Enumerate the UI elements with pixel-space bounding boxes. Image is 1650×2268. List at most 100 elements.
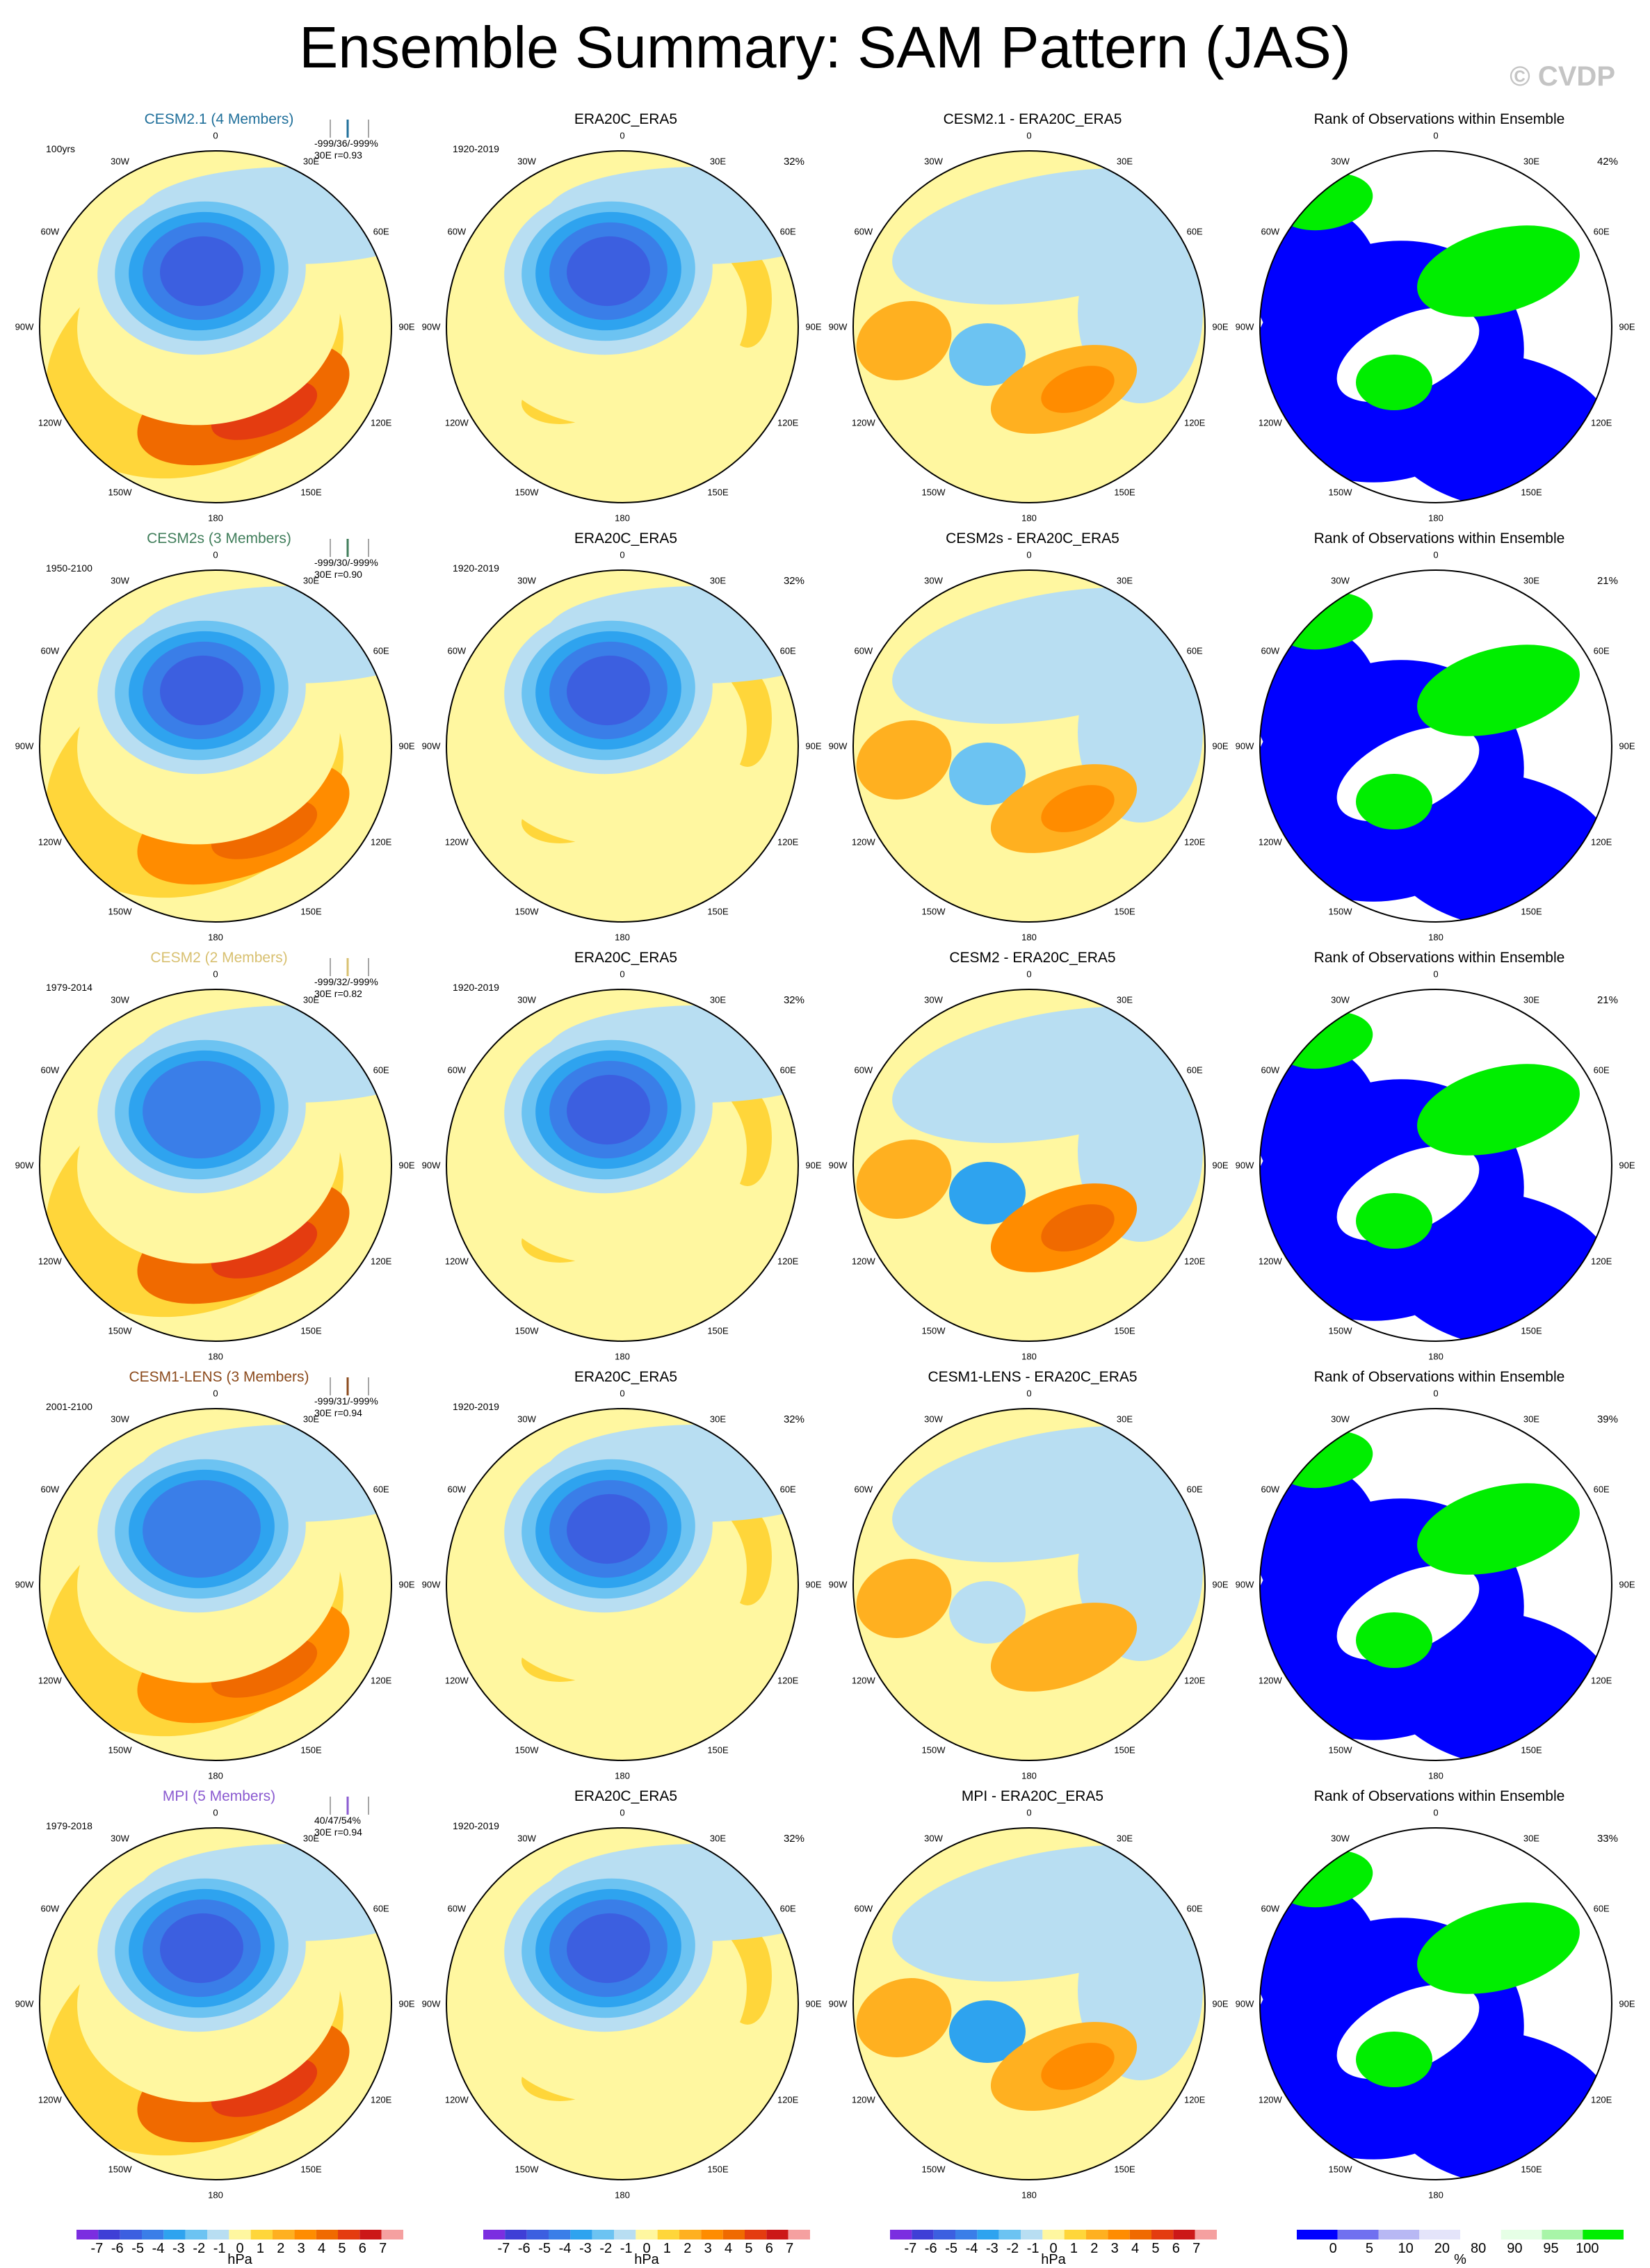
map-border	[852, 569, 1206, 923]
longitude-label: 60W	[447, 1903, 467, 1913]
longitude-label: 120W	[851, 1675, 875, 1685]
longitude-label: 120E	[1590, 2094, 1612, 2105]
longitude-label: 60E	[1593, 645, 1610, 656]
colorbar-tick: -6	[924, 2241, 937, 2256]
longitude-label: 90W	[15, 321, 34, 332]
longitude-label: 30E	[709, 994, 727, 1005]
longitude-label: 150W	[515, 487, 539, 498]
longitude-label: 60W	[854, 1064, 873, 1075]
colorbar-tick: -7	[497, 2241, 510, 2256]
percent-label: 33%	[1596, 1833, 1618, 1845]
polar-map	[39, 989, 392, 1342]
colorbar-swatch	[977, 2230, 999, 2239]
longitude-label: 0	[620, 130, 625, 141]
rank-region-low	[1260, 1466, 1380, 1619]
longitude-label: 90W	[15, 1160, 34, 1171]
map-field	[1260, 570, 1612, 922]
colorbar-tick: 3	[297, 2241, 305, 2256]
longitude-label: 60W	[40, 645, 60, 656]
longitude-label: 30E	[1116, 994, 1133, 1005]
anomaly-positive	[1041, 1623, 1115, 1671]
longitude-label: 120E	[777, 836, 799, 847]
stats-percentiles: -999/32/-999%	[314, 976, 378, 987]
map-border	[39, 1827, 392, 2180]
map-border	[446, 150, 799, 503]
panel-title: ERA20C_ERA5	[574, 1369, 678, 1385]
map-panel: 0 30E 60E 90E 120E 150E 180 150W 120W 90W 60W 30W MP…	[827, 1788, 1238, 2205]
longitude-label: 150E	[707, 1325, 729, 1336]
longitude-label: 120E	[1590, 1256, 1612, 1266]
longitude-label: 120E	[370, 836, 392, 847]
period-label: 1920-2019	[453, 562, 499, 574]
stats-label: -999/32/-999% 30E r=0.82	[314, 976, 378, 1000]
map-panel: 0 30E 60E 90E 120E 150E 180 150W 120W 90W 60W 30W MP…	[14, 1788, 424, 2205]
longitude-label: 150E	[1521, 906, 1542, 917]
longitude-label: 180	[208, 512, 223, 524]
longitude-label: 150E	[707, 906, 729, 917]
colorbar-swatch	[1021, 2230, 1043, 2239]
colorbar-swatch	[526, 2230, 549, 2239]
polar-map	[1259, 1827, 1612, 2180]
panel-title: CESM2.1 (4 Members)	[144, 111, 294, 127]
panel-title: CESM1-LENS - ERA20C_ERA5	[928, 1369, 1138, 1385]
longitude-label: 120E	[777, 2094, 799, 2105]
longitude-label: 150W	[108, 1744, 132, 1756]
polar-map	[1259, 989, 1612, 1342]
longitude-label: 150W	[921, 487, 946, 498]
longitude-label: 0	[620, 549, 625, 560]
polar-map	[446, 989, 799, 1342]
longitude-label: 30E	[302, 156, 320, 167]
map-panel: 0 30E 60E 90E 120E 150E 180 150W 120W 90W 60W 30W Ra…	[1234, 111, 1644, 528]
colorbar-swatch	[207, 2230, 229, 2239]
percentile-bars	[330, 120, 369, 138]
longitude-label: 30W	[111, 1414, 129, 1425]
longitude-label: 120W	[1258, 836, 1282, 847]
colorbar-swatch	[701, 2230, 723, 2239]
longitude-label: 90E	[398, 1160, 415, 1171]
longitude-label: 150W	[108, 487, 132, 498]
longitude-label: 0	[1026, 969, 1032, 980]
rank-region-high	[1417, 1902, 1580, 1994]
stats-correlation: 30E r=0.94	[314, 1407, 362, 1418]
map-field	[1260, 151, 1612, 503]
longitude-label: 60E	[1593, 226, 1610, 236]
longitude-label: 30W	[924, 1414, 943, 1425]
longitude-label: 120E	[1590, 1675, 1612, 1685]
longitude-label: 120E	[1183, 1675, 1206, 1685]
percentile-bars	[330, 1377, 369, 1395]
map-field	[40, 570, 391, 922]
longitude-label: 150E	[707, 1744, 729, 1756]
longitude-label: 30E	[1116, 575, 1133, 586]
map-panel: 0 30E 60E 90E 120E 150E 180 150W 120W 90W 60W 30W ER…	[421, 1369, 831, 1786]
map-panel: 0 30E 60E 90E 120E 150E 180 150W 120W 90W 60W 30W Ra…	[1234, 530, 1644, 948]
longitude-label: 90W	[421, 1998, 441, 2009]
longitude-label: 120W	[444, 417, 469, 428]
rank-region-low	[1260, 209, 1380, 362]
sam-negative-core	[143, 1480, 261, 1578]
colorbar-swatch	[338, 2230, 360, 2239]
longitude-label: 150W	[1328, 1325, 1352, 1336]
map-field	[446, 1828, 798, 2180]
colorbar-swatch	[294, 2230, 316, 2239]
longitude-label: 120W	[38, 836, 62, 847]
longitude-label: 180	[1021, 512, 1037, 524]
colorbar: -7 -6 -5 -4 -3 -2 -1 0 1 2 3 4 5 6 7 hPa	[56, 2230, 424, 2267]
colorbar-swatch	[98, 2230, 120, 2239]
longitude-label: 90E	[398, 1998, 415, 2009]
longitude-label: 30E	[709, 1414, 727, 1425]
longitude-label: 180	[1021, 2189, 1037, 2201]
longitude-label: 150E	[1114, 1744, 1135, 1756]
colorbar-tick: -2	[599, 2241, 613, 2256]
longitude-label: 30W	[924, 994, 943, 1005]
percent-label: 32%	[783, 575, 804, 587]
stats-correlation: 30E r=0.94	[314, 1826, 362, 1838]
map-border	[446, 1827, 799, 2180]
longitude-label: 90E	[1212, 321, 1229, 332]
colorbar-swatch	[1378, 2230, 1420, 2239]
colorbar-tick: -1	[1026, 2241, 1040, 2256]
longitude-label: 180	[615, 2189, 630, 2201]
percent-label: 32%	[783, 1833, 804, 1845]
longitude-label: 0	[620, 1388, 625, 1399]
longitude-label: 90W	[421, 1160, 441, 1171]
longitude-label: 60W	[40, 1903, 60, 1913]
